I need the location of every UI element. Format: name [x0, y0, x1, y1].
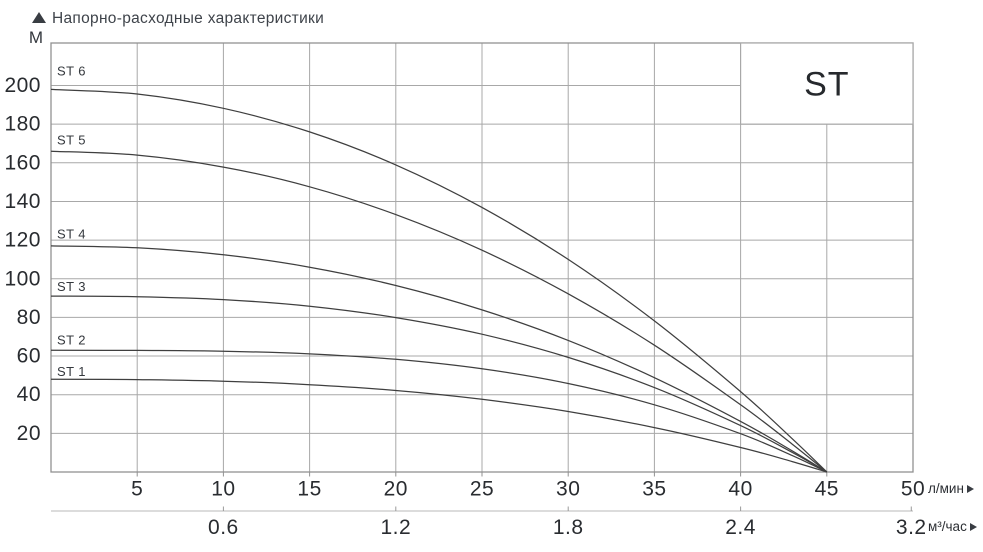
curve-st-6 — [50, 88, 828, 473]
y-axis-unit: М — [28, 28, 44, 47]
curve-label-st-5: ST 5 — [57, 133, 86, 148]
curve-st-5 — [50, 150, 828, 473]
y-tick-label: 40 — [17, 383, 41, 406]
x-tick-label: 10 — [211, 478, 235, 501]
secondary-axis-unit: м³/час — [928, 519, 967, 534]
x-tick-label: 30 — [556, 478, 580, 501]
y-tick-label: 120 — [4, 229, 41, 252]
y-tick-label: 160 — [4, 151, 41, 174]
curve-label-st-4: ST 4 — [57, 227, 86, 242]
chart-title: Напорно-расходные характеристики — [52, 10, 325, 27]
x-tick-label: 5 — [131, 478, 143, 501]
secondary-axis-unit-row: м³/час — [928, 519, 977, 534]
secondary-axis-arrow-icon — [969, 522, 977, 531]
curve-label-st-3: ST 3 — [57, 279, 86, 294]
series-badge-label: ST — [804, 66, 849, 104]
curve-label-st-1: ST 1 — [57, 364, 86, 379]
curve-st-3 — [50, 295, 828, 473]
x-tick-label: 45 — [815, 478, 839, 501]
x-tick-label: 35 — [642, 478, 666, 501]
y-tick-label: 200 — [4, 74, 41, 97]
x-tick-label: 25 — [470, 478, 494, 501]
secondary-tick-label: 1.8 — [553, 516, 584, 539]
y-tick-label: 100 — [4, 267, 41, 290]
curve-st-2 — [50, 349, 828, 473]
secondary-tick-label: 3.2 — [896, 516, 927, 539]
secondary-tick-label: 2.4 — [725, 516, 756, 539]
y-tick-label: 180 — [4, 113, 41, 136]
secondary-tick-label: 1.2 — [380, 516, 411, 539]
y-tick-label: 60 — [17, 345, 41, 368]
x-tick-label: 40 — [728, 478, 752, 501]
x-axis-unit: л/мин — [928, 481, 964, 496]
series-badge-box — [739, 42, 914, 125]
curve-st-1 — [50, 378, 827, 473]
x-tick-label: 50 — [901, 478, 925, 501]
curve-label-st-6: ST 6 — [57, 64, 86, 79]
y-tick-label: 20 — [17, 422, 41, 445]
curve-label-st-2: ST 2 — [57, 333, 86, 348]
y-tick-label: 140 — [4, 190, 41, 213]
x-axis-unit-row: л/мин — [928, 481, 974, 496]
secondary-tick-label: 0.6 — [208, 516, 239, 539]
y-tick-label: 80 — [17, 306, 41, 329]
x-tick-label: 15 — [297, 478, 321, 501]
curve-st-4 — [50, 245, 828, 473]
y-axis-arrow-icon — [32, 12, 46, 23]
x-axis-arrow-icon — [966, 484, 974, 493]
x-tick-label: 20 — [384, 478, 408, 501]
